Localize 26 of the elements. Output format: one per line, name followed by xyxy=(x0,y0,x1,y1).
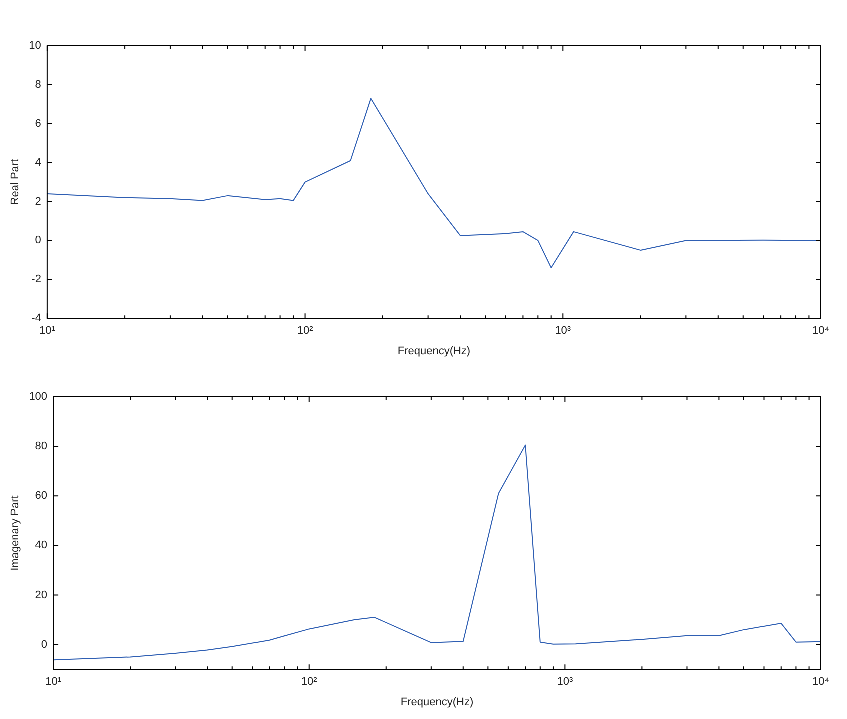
y-tick-label: -4 xyxy=(32,312,42,325)
y-tick-label: 0 xyxy=(35,234,42,247)
x-axis-title: Frequency(Hz) xyxy=(398,345,471,358)
y-axis-title: Imagenary Part xyxy=(10,496,22,571)
x-axis-title: Frequency(Hz) xyxy=(400,696,474,708)
x-tick-label: 10² xyxy=(297,325,314,338)
x-tick-label: 10⁴ xyxy=(812,325,830,338)
y-tick-label: 10 xyxy=(29,40,42,52)
y-tick-label: 0 xyxy=(41,638,48,651)
y-tick-label: -2 xyxy=(32,274,42,286)
y-tick-label: 40 xyxy=(35,540,48,552)
x-tick-label: 10⁴ xyxy=(812,676,830,688)
y-axis-title: Real Part xyxy=(10,159,22,206)
x-tick-label: 10³ xyxy=(557,676,574,688)
x-tick-label: 10¹ xyxy=(39,325,56,338)
y-tick-label: 2 xyxy=(35,196,42,208)
x-tick-label: 10³ xyxy=(555,325,572,338)
y-tick-label: 20 xyxy=(35,589,48,602)
y-tick-label: 100 xyxy=(29,391,48,404)
y-tick-label: 60 xyxy=(35,490,48,502)
y-tick-label: 80 xyxy=(35,440,48,453)
y-tick-label: 4 xyxy=(35,156,42,169)
y-tick-label: 8 xyxy=(35,78,42,91)
x-tick-label: 10¹ xyxy=(46,676,62,688)
x-tick-label: 10² xyxy=(301,676,318,688)
y-tick-label: 6 xyxy=(35,118,42,130)
